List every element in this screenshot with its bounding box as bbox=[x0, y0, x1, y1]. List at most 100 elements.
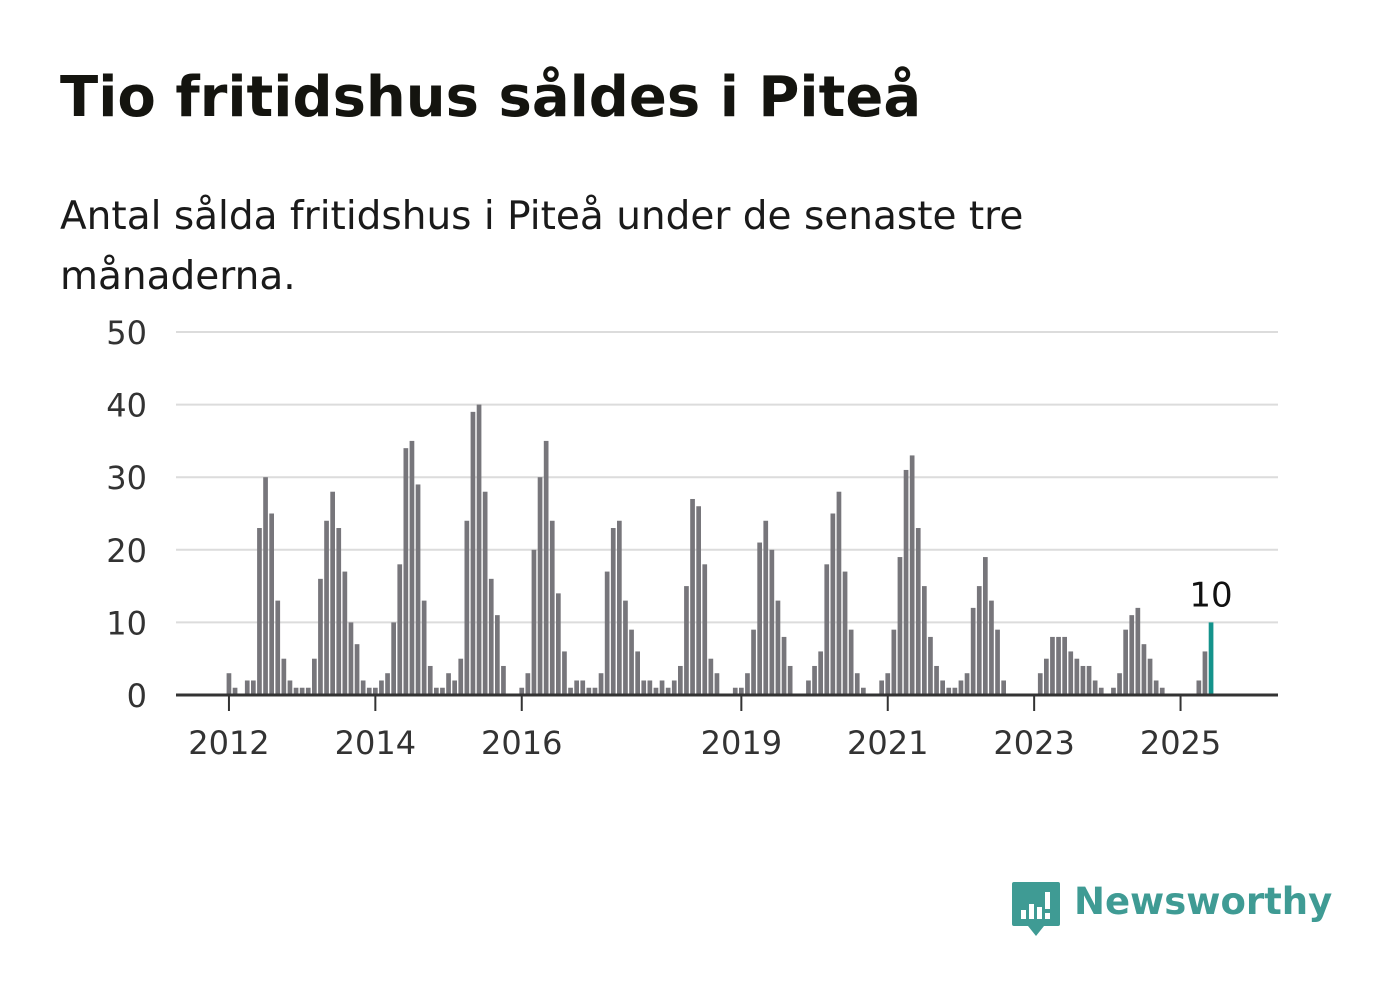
bar bbox=[1050, 636, 1055, 695]
y-tick-label: 20 bbox=[106, 532, 147, 570]
bar bbox=[1117, 673, 1122, 695]
bar bbox=[281, 658, 287, 695]
bar bbox=[403, 448, 409, 695]
bar bbox=[1202, 651, 1208, 695]
y-tick-label: 10 bbox=[106, 604, 147, 642]
bar bbox=[385, 673, 390, 695]
bar bbox=[1196, 680, 1202, 695]
bar bbox=[653, 687, 659, 695]
bar bbox=[1159, 687, 1165, 695]
bar bbox=[958, 680, 964, 695]
bar bbox=[562, 651, 567, 695]
bars bbox=[226, 404, 1214, 695]
bar bbox=[293, 687, 299, 695]
bar bbox=[244, 680, 250, 695]
y-tick-label: 30 bbox=[106, 459, 147, 497]
bar bbox=[739, 687, 744, 695]
x-tick-label: 2021 bbox=[847, 724, 928, 762]
bar bbox=[684, 586, 689, 695]
bar bbox=[330, 491, 335, 695]
bar bbox=[1037, 673, 1043, 695]
bar bbox=[1001, 680, 1006, 695]
bar bbox=[610, 528, 616, 695]
data-labels: 10 bbox=[1189, 575, 1232, 615]
bar bbox=[952, 687, 958, 695]
bar bbox=[830, 513, 836, 695]
bar bbox=[586, 687, 592, 695]
bar bbox=[275, 600, 281, 695]
bar bbox=[781, 636, 787, 695]
x-tick-label: 2019 bbox=[701, 724, 782, 762]
bar bbox=[574, 680, 579, 695]
bar bbox=[806, 680, 811, 695]
bar bbox=[818, 651, 823, 695]
bar bbox=[647, 680, 653, 695]
bar bbox=[476, 404, 482, 695]
bar bbox=[470, 411, 476, 695]
bar bbox=[617, 520, 622, 695]
bar bbox=[501, 665, 506, 695]
bar bbox=[1056, 636, 1061, 695]
bar bbox=[421, 600, 427, 695]
bar bbox=[928, 636, 933, 695]
bar bbox=[598, 673, 604, 695]
y-tick-label: 40 bbox=[106, 387, 147, 425]
bar bbox=[623, 600, 628, 695]
bar bbox=[452, 680, 457, 695]
bar bbox=[348, 622, 354, 695]
highlight-data-label: 10 bbox=[1189, 575, 1232, 615]
bar bbox=[1129, 615, 1135, 695]
bar bbox=[336, 528, 342, 695]
bar bbox=[257, 528, 262, 695]
chart-title: Tio fritidshus såldes i Piteå bbox=[60, 65, 922, 130]
bar bbox=[891, 629, 897, 695]
bar bbox=[708, 658, 714, 695]
bar bbox=[915, 528, 921, 695]
bar bbox=[769, 549, 775, 695]
bar bbox=[342, 571, 348, 695]
bar bbox=[903, 469, 909, 695]
x-tick-label: 2012 bbox=[188, 724, 269, 762]
bar bbox=[427, 665, 433, 695]
bar bbox=[629, 629, 634, 695]
bar bbox=[604, 571, 610, 695]
bar bbox=[854, 673, 860, 695]
bar bbox=[1086, 665, 1092, 695]
bar bbox=[836, 491, 842, 695]
bar bbox=[842, 571, 848, 695]
bar bbox=[976, 586, 982, 695]
bar bbox=[775, 600, 781, 695]
bar bbox=[482, 491, 488, 695]
bar bbox=[690, 498, 695, 695]
bar bbox=[970, 607, 976, 695]
bar bbox=[641, 680, 647, 695]
bar bbox=[897, 557, 903, 695]
bar bbox=[318, 578, 323, 695]
bar bbox=[751, 629, 756, 695]
bar bbox=[824, 564, 830, 695]
y-tick-label: 0 bbox=[127, 677, 147, 715]
x-tick-label: 2014 bbox=[335, 724, 416, 762]
x-axis-ticks: 2012 2014 2016 2019 2021 2023 2025 bbox=[188, 695, 1221, 762]
bar bbox=[537, 477, 543, 695]
bar bbox=[397, 564, 403, 695]
bar bbox=[226, 673, 232, 695]
bar bbox=[269, 513, 274, 695]
bar bbox=[1062, 636, 1067, 695]
highlighted-bar bbox=[1208, 622, 1214, 695]
bar bbox=[732, 687, 738, 695]
bar bbox=[299, 687, 305, 695]
bar bbox=[665, 687, 671, 695]
bar bbox=[909, 455, 915, 695]
bar bbox=[635, 651, 640, 695]
bar bbox=[495, 615, 500, 695]
bar bbox=[519, 687, 525, 695]
bar bbox=[434, 687, 439, 695]
bar bbox=[1098, 687, 1104, 695]
bar bbox=[696, 506, 701, 695]
bar bbox=[989, 600, 994, 695]
newsworthy-logo[interactable]: Newsworthy bbox=[1010, 880, 1332, 940]
x-tick-label: 2025 bbox=[1140, 724, 1221, 762]
bar bbox=[312, 658, 317, 695]
chart-subtitle: Antal sålda fritidshus i Piteå under de … bbox=[60, 194, 1024, 299]
